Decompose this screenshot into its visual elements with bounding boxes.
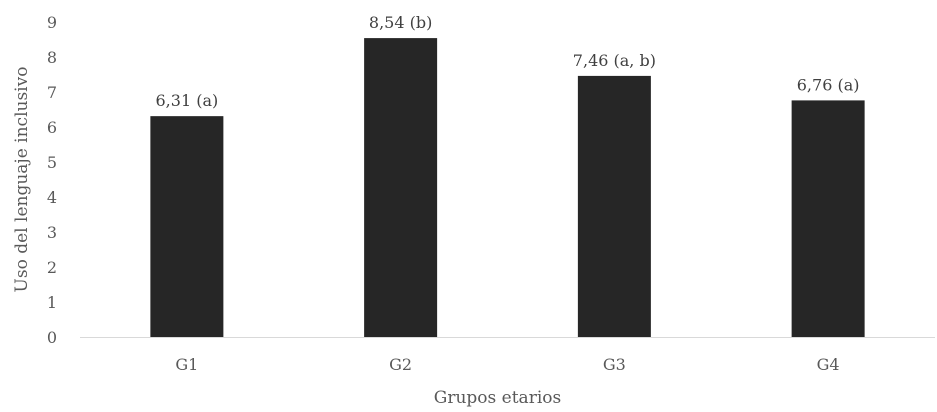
data-label-g4: 6,76 (a)	[797, 75, 860, 94]
x-tick-label-g2: G2	[389, 355, 412, 374]
bar-g3	[577, 75, 651, 338]
x-axis-title: Grupos etarios	[434, 388, 561, 408]
x-tick-label-g4: G4	[817, 355, 840, 374]
y-axis-ticks: 0 1 2 3 4 5 6 7 8 9	[47, 13, 57, 347]
data-label-g3: 7,46 (a, b)	[573, 51, 656, 70]
data-label-g1: 6,31 (a)	[156, 91, 219, 110]
data-label-g2: 8,54 (b)	[369, 13, 432, 32]
bar-g1	[150, 116, 224, 338]
y-tick-label: 6	[47, 118, 57, 137]
x-tick-label-g3: G3	[603, 355, 626, 374]
bar-g2	[364, 38, 438, 337]
x-axis-ticks: G1 G2 G3 G4	[175, 355, 839, 374]
y-tick-label: 3	[47, 223, 57, 242]
bar-g4	[791, 100, 865, 338]
y-tick-label: 1	[47, 293, 57, 312]
y-tick-label: 7	[47, 83, 57, 102]
y-axis-title: Uso del lenguaje inclusivo	[12, 67, 32, 293]
x-tick-label-g1: G1	[175, 355, 198, 374]
y-tick-label: 2	[47, 258, 57, 277]
y-tick-label: 8	[47, 48, 57, 67]
y-tick-label: 5	[47, 153, 57, 172]
y-tick-label: 4	[47, 188, 57, 207]
y-tick-label: 9	[47, 13, 57, 32]
bars-group	[150, 38, 865, 338]
y-tick-label: 0	[47, 328, 57, 347]
data-labels-group: 6,31 (a) 8,54 (b) 7,46 (a, b) 6,76 (a)	[156, 13, 860, 110]
